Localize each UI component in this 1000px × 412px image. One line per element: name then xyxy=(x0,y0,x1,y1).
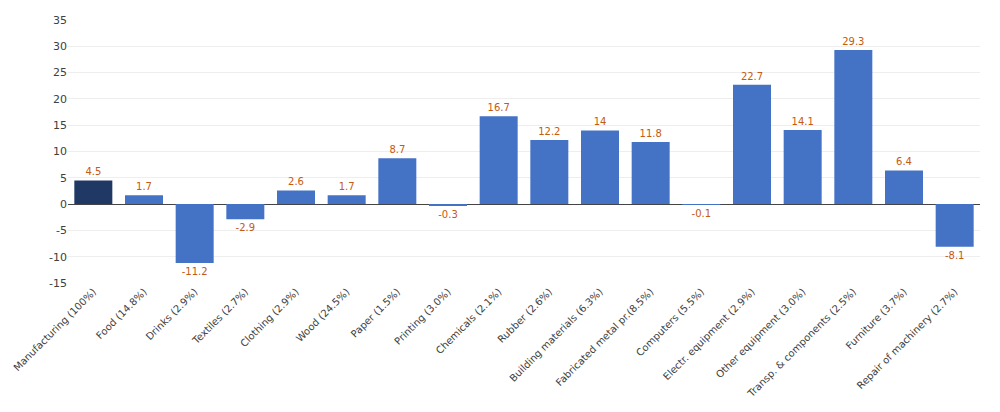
svg-text:Electr. equipment (2.9%): Electr. equipment (2.9%) xyxy=(661,286,757,382)
svg-text:12.2: 12.2 xyxy=(538,126,560,137)
svg-text:Clothing (2.9%): Clothing (2.9%) xyxy=(238,286,301,349)
svg-text:Rubber (2.6%): Rubber (2.6%) xyxy=(495,286,554,345)
svg-text:30: 30 xyxy=(53,40,67,53)
svg-text:8.7: 8.7 xyxy=(389,144,405,155)
svg-text:5: 5 xyxy=(60,172,67,185)
svg-text:Chemicals (2.1%): Chemicals (2.1%) xyxy=(434,286,504,356)
svg-text:-11.2: -11.2 xyxy=(182,266,208,277)
svg-text:14: 14 xyxy=(594,116,607,127)
svg-text:16.7: 16.7 xyxy=(488,102,510,113)
svg-text:-0.1: -0.1 xyxy=(692,208,712,219)
svg-text:Building materials (6.3%): Building materials (6.3%) xyxy=(507,286,605,384)
svg-text:Printing (3.0%): Printing (3.0%) xyxy=(392,286,453,347)
svg-text:1.7: 1.7 xyxy=(339,181,355,192)
svg-text:Manufacturing (100%): Manufacturing (100%) xyxy=(11,286,98,373)
svg-text:0: 0 xyxy=(60,198,67,211)
svg-text:-5: -5 xyxy=(56,224,67,237)
svg-text:10: 10 xyxy=(53,145,67,158)
svg-text:14.1: 14.1 xyxy=(792,116,814,127)
svg-text:11.8: 11.8 xyxy=(640,128,662,139)
svg-text:2.6: 2.6 xyxy=(288,176,304,187)
svg-text:Wood (24.5%): Wood (24.5%) xyxy=(294,286,352,344)
svg-text:Textiles (2.7%): Textiles (2.7%) xyxy=(190,286,251,347)
svg-text:-0.3: -0.3 xyxy=(438,209,458,220)
svg-text:-10: -10 xyxy=(49,251,67,264)
svg-text:6.4: 6.4 xyxy=(896,156,912,167)
svg-text:-15: -15 xyxy=(49,277,67,290)
svg-text:Drinks (2.9%): Drinks (2.9%) xyxy=(144,286,200,342)
svg-text:Transp. & components (2.5%): Transp. & components (2.5%) xyxy=(745,286,858,399)
svg-text:35: 35 xyxy=(53,14,67,27)
svg-text:22.7: 22.7 xyxy=(741,71,763,82)
svg-text:25: 25 xyxy=(53,66,67,79)
svg-text:1.7: 1.7 xyxy=(136,181,152,192)
svg-text:-8.1: -8.1 xyxy=(945,250,965,261)
svg-text:Paper (1.5%): Paper (1.5%) xyxy=(349,286,403,340)
svg-text:-2.9: -2.9 xyxy=(236,222,256,233)
svg-text:Computers (5.5%): Computers (5.5%) xyxy=(634,286,706,358)
svg-text:29.3: 29.3 xyxy=(842,36,864,47)
svg-text:Repair of machinery (2.7%): Repair of machinery (2.7%) xyxy=(855,286,960,391)
svg-text:Fabricated metal pr.(8.5%): Fabricated metal pr.(8.5%) xyxy=(554,286,656,388)
svg-text:4.5: 4.5 xyxy=(85,166,101,177)
svg-text:Other equipment (3.0%): Other equipment (3.0%) xyxy=(714,286,808,380)
svg-text:Furniture (3.7%): Furniture (3.7%) xyxy=(844,286,909,351)
svg-text:Food (14.8%): Food (14.8%) xyxy=(94,286,149,341)
svg-text:20: 20 xyxy=(53,93,67,106)
svg-text:15: 15 xyxy=(53,119,67,132)
